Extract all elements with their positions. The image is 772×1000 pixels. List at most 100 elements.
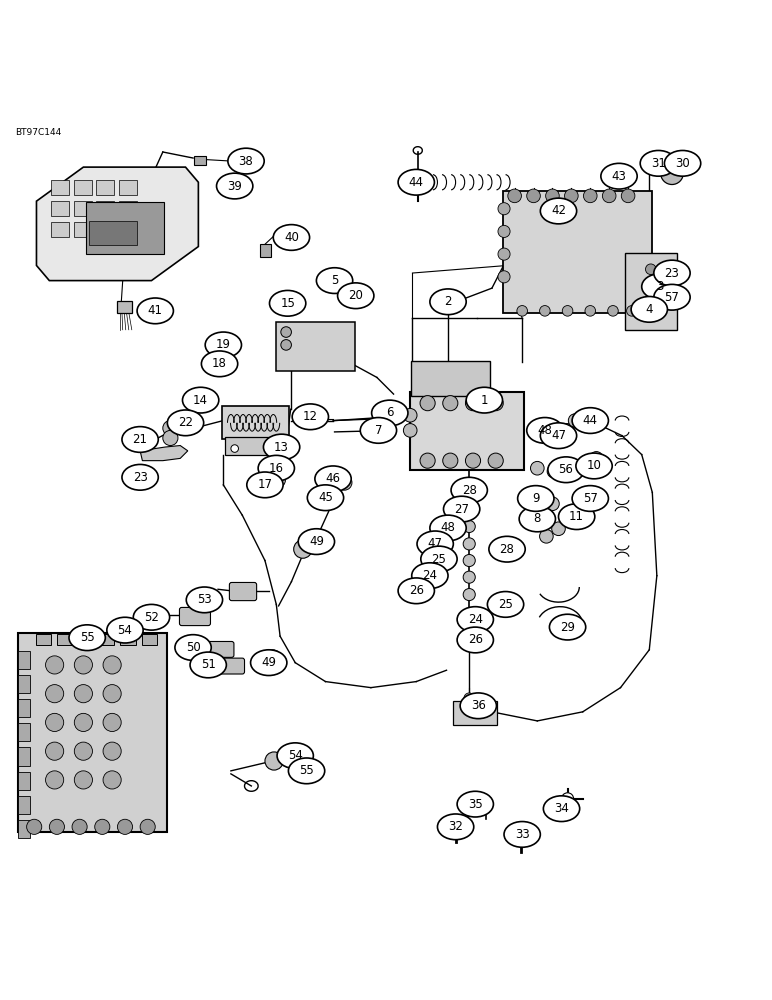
Text: 34: 34 bbox=[554, 802, 569, 815]
Ellipse shape bbox=[398, 578, 435, 604]
Circle shape bbox=[584, 189, 597, 203]
Ellipse shape bbox=[277, 743, 313, 769]
Ellipse shape bbox=[642, 274, 678, 300]
Ellipse shape bbox=[292, 404, 329, 430]
Ellipse shape bbox=[228, 148, 264, 174]
Text: 26: 26 bbox=[468, 633, 482, 646]
Ellipse shape bbox=[438, 814, 474, 840]
Text: 51: 51 bbox=[201, 658, 215, 671]
Ellipse shape bbox=[665, 150, 701, 176]
Ellipse shape bbox=[258, 455, 294, 481]
FancyBboxPatch shape bbox=[218, 658, 245, 674]
FancyBboxPatch shape bbox=[117, 301, 132, 313]
Circle shape bbox=[103, 771, 121, 789]
Ellipse shape bbox=[421, 546, 457, 572]
Ellipse shape bbox=[122, 464, 158, 490]
Circle shape bbox=[546, 189, 559, 203]
FancyBboxPatch shape bbox=[96, 180, 114, 195]
Text: 1: 1 bbox=[481, 394, 488, 407]
Circle shape bbox=[645, 264, 656, 275]
Ellipse shape bbox=[640, 150, 676, 176]
Circle shape bbox=[568, 414, 582, 427]
Text: 27: 27 bbox=[454, 503, 469, 516]
Circle shape bbox=[529, 425, 543, 439]
Circle shape bbox=[281, 340, 292, 350]
Ellipse shape bbox=[519, 506, 556, 532]
Circle shape bbox=[463, 589, 476, 601]
Text: 54: 54 bbox=[288, 749, 303, 762]
Text: 11: 11 bbox=[569, 510, 584, 523]
Ellipse shape bbox=[398, 169, 435, 195]
Circle shape bbox=[74, 742, 93, 760]
FancyBboxPatch shape bbox=[229, 582, 256, 601]
Ellipse shape bbox=[137, 298, 174, 324]
Circle shape bbox=[46, 742, 64, 760]
Ellipse shape bbox=[134, 604, 170, 630]
Text: 32: 32 bbox=[449, 820, 463, 833]
Text: 13: 13 bbox=[274, 441, 289, 454]
Circle shape bbox=[530, 492, 544, 505]
Circle shape bbox=[46, 771, 64, 789]
Circle shape bbox=[488, 453, 503, 468]
Ellipse shape bbox=[487, 592, 523, 617]
Text: 56: 56 bbox=[559, 463, 574, 476]
Circle shape bbox=[272, 457, 286, 470]
Ellipse shape bbox=[273, 225, 310, 250]
Text: 16: 16 bbox=[269, 462, 284, 475]
Circle shape bbox=[420, 453, 435, 468]
Circle shape bbox=[74, 656, 93, 674]
Text: 54: 54 bbox=[117, 624, 133, 637]
Text: 47: 47 bbox=[551, 429, 566, 442]
Circle shape bbox=[404, 424, 417, 437]
Ellipse shape bbox=[205, 332, 242, 358]
Circle shape bbox=[443, 396, 458, 411]
FancyBboxPatch shape bbox=[503, 191, 652, 313]
Circle shape bbox=[443, 453, 458, 468]
Text: 40: 40 bbox=[284, 231, 299, 244]
Text: 44: 44 bbox=[408, 176, 424, 189]
Text: BT97C144: BT97C144 bbox=[15, 128, 62, 137]
Ellipse shape bbox=[317, 268, 353, 293]
Circle shape bbox=[564, 189, 578, 203]
Text: 25: 25 bbox=[432, 553, 446, 566]
Circle shape bbox=[337, 475, 352, 490]
Text: 47: 47 bbox=[428, 537, 442, 550]
Circle shape bbox=[540, 306, 550, 316]
Circle shape bbox=[645, 287, 656, 297]
Circle shape bbox=[576, 459, 590, 473]
Ellipse shape bbox=[457, 627, 493, 653]
Circle shape bbox=[263, 650, 282, 668]
Ellipse shape bbox=[315, 466, 351, 492]
Ellipse shape bbox=[540, 423, 577, 449]
Circle shape bbox=[26, 819, 42, 834]
Polygon shape bbox=[36, 167, 198, 281]
Ellipse shape bbox=[411, 563, 448, 589]
Circle shape bbox=[463, 571, 476, 583]
Circle shape bbox=[463, 502, 476, 514]
Text: 38: 38 bbox=[239, 155, 253, 168]
Ellipse shape bbox=[186, 587, 222, 613]
Circle shape bbox=[590, 452, 603, 465]
Circle shape bbox=[530, 461, 544, 475]
Ellipse shape bbox=[263, 434, 300, 460]
FancyBboxPatch shape bbox=[452, 701, 497, 725]
Circle shape bbox=[552, 522, 565, 536]
FancyBboxPatch shape bbox=[260, 244, 271, 257]
Circle shape bbox=[463, 554, 476, 567]
Text: 35: 35 bbox=[468, 798, 482, 811]
Ellipse shape bbox=[107, 617, 143, 643]
FancyBboxPatch shape bbox=[119, 201, 137, 216]
Text: 41: 41 bbox=[147, 304, 163, 317]
Ellipse shape bbox=[654, 260, 690, 286]
Circle shape bbox=[645, 309, 656, 320]
Text: 25: 25 bbox=[498, 598, 513, 611]
Text: 45: 45 bbox=[318, 491, 333, 504]
Text: 5: 5 bbox=[331, 274, 338, 287]
Ellipse shape bbox=[251, 650, 287, 676]
Text: 48: 48 bbox=[537, 424, 552, 437]
Ellipse shape bbox=[298, 529, 334, 554]
Text: 23: 23 bbox=[133, 471, 147, 484]
Circle shape bbox=[527, 189, 540, 203]
Text: 15: 15 bbox=[280, 297, 295, 310]
Circle shape bbox=[293, 540, 312, 558]
